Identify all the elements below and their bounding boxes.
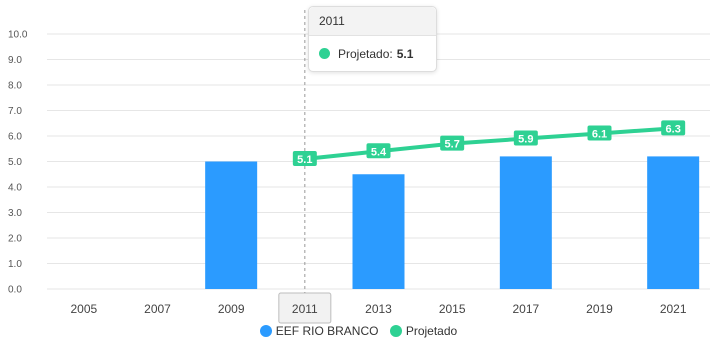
legend-dot-icon xyxy=(259,325,272,337)
bar xyxy=(205,161,258,289)
x-tick-label: 2015 xyxy=(439,302,466,316)
x-tick-label: 2011 xyxy=(292,302,318,316)
y-tick-label: 9.0 xyxy=(8,55,22,66)
tooltip-series-dot-icon xyxy=(319,48,330,59)
y-tick-label: 4.0 xyxy=(8,183,22,194)
tooltip-series-name: Projetado: xyxy=(338,47,393,61)
data-label: 5.9 xyxy=(518,134,533,146)
data-label-box xyxy=(513,130,538,146)
legend: EEF RIO BRANCO Projetado xyxy=(0,324,717,338)
x-tick-label: 2005 xyxy=(70,302,97,316)
data-label: 6.1 xyxy=(592,128,607,140)
tooltip: 2011 Projetado: 5.1 xyxy=(308,6,437,72)
x-tick-label: 2013 xyxy=(365,302,392,316)
y-tick-label: 5.0 xyxy=(8,157,22,168)
x-tick-label: 2017 xyxy=(512,302,539,316)
bar xyxy=(499,156,552,289)
data-label: 5.7 xyxy=(445,139,460,151)
y-tick-label: 3.0 xyxy=(8,208,22,219)
bar xyxy=(647,156,700,289)
projected-line xyxy=(304,126,674,161)
bar xyxy=(352,174,405,289)
x-tick-label: 2021 xyxy=(660,302,687,316)
y-tick-label: 6.0 xyxy=(8,132,22,143)
tooltip-title: 2011 xyxy=(309,7,436,36)
y-tick-label: 1.0 xyxy=(8,259,22,270)
x-tick-label: 2019 xyxy=(586,302,613,316)
data-label-box xyxy=(366,143,391,159)
y-tick-label: 7.0 xyxy=(8,106,22,117)
legend-item-series-2[interactable]: Projetado xyxy=(389,324,458,338)
x-tick-label: 2007 xyxy=(144,302,171,316)
data-label-box xyxy=(661,120,686,136)
y-tick-label: 8.0 xyxy=(8,81,22,92)
legend-label: Projetado xyxy=(405,324,458,338)
data-label: 5.1 xyxy=(297,154,312,166)
y-tick-label: 0.0 xyxy=(8,285,22,296)
y-tick-label: 2.0 xyxy=(8,234,22,245)
data-label: 6.3 xyxy=(666,123,681,135)
legend-item-series-1[interactable]: EEF RIO BRANCO xyxy=(259,324,379,338)
legend-dot-icon xyxy=(389,325,402,337)
data-label-box xyxy=(587,125,612,141)
x-tick-label: 2009 xyxy=(218,302,245,316)
data-label-box xyxy=(440,135,465,151)
tooltip-row: Projetado: 5.1 xyxy=(309,36,436,61)
legend-label: EEF RIO BRANCO xyxy=(275,324,379,338)
data-label: 5.4 xyxy=(371,146,387,158)
tooltip-value: 5.1 xyxy=(396,47,414,61)
y-tick-label: 10.0 xyxy=(8,30,28,41)
data-label-box xyxy=(292,150,317,166)
